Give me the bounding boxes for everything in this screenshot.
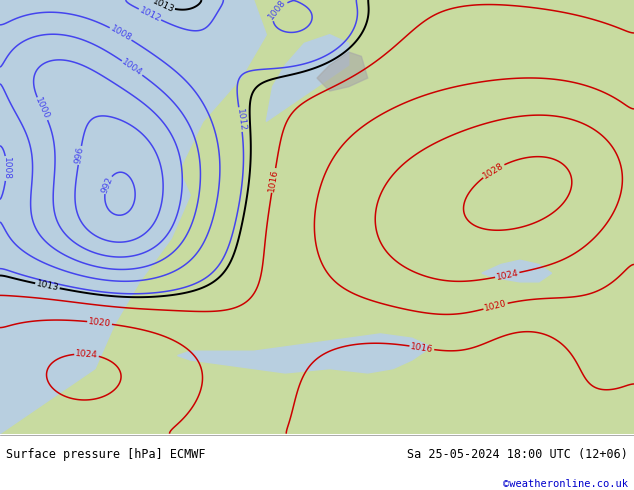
Polygon shape bbox=[0, 0, 190, 434]
Text: 992: 992 bbox=[100, 175, 115, 195]
Text: 1004: 1004 bbox=[120, 58, 144, 78]
Text: 1008: 1008 bbox=[108, 24, 133, 43]
Polygon shape bbox=[178, 334, 431, 373]
Text: 1024: 1024 bbox=[495, 269, 519, 282]
Text: 1016: 1016 bbox=[410, 342, 434, 354]
Text: 1013: 1013 bbox=[151, 0, 176, 14]
Text: 1028: 1028 bbox=[481, 161, 505, 180]
Text: ©weatheronline.co.uk: ©weatheronline.co.uk bbox=[503, 479, 628, 489]
Polygon shape bbox=[482, 260, 552, 282]
Polygon shape bbox=[266, 35, 349, 122]
Text: 1012: 1012 bbox=[235, 108, 247, 131]
Text: 1020: 1020 bbox=[87, 317, 112, 329]
Text: 1020: 1020 bbox=[483, 299, 508, 313]
Text: 1008: 1008 bbox=[2, 157, 11, 180]
Text: 996: 996 bbox=[74, 146, 86, 165]
Text: Surface pressure [hPa] ECMWF: Surface pressure [hPa] ECMWF bbox=[6, 448, 206, 461]
Text: Sa 25-05-2024 18:00 UTC (12+06): Sa 25-05-2024 18:00 UTC (12+06) bbox=[407, 448, 628, 461]
Text: 1000: 1000 bbox=[34, 97, 51, 121]
Text: 1013: 1013 bbox=[36, 279, 60, 293]
Polygon shape bbox=[317, 52, 368, 91]
Text: 1012: 1012 bbox=[138, 5, 162, 24]
Polygon shape bbox=[0, 0, 266, 434]
Text: 1024: 1024 bbox=[75, 349, 98, 360]
Text: 1008: 1008 bbox=[266, 0, 288, 22]
Text: 1016: 1016 bbox=[268, 169, 280, 193]
